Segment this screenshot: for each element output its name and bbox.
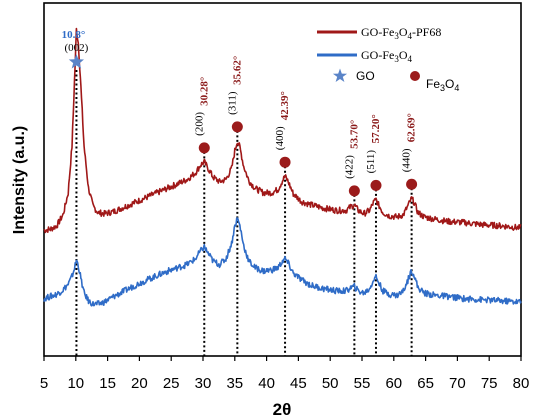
legend-label-series-1: GO-Fe3O4-PF68 — [361, 25, 441, 41]
peak-angle-label-go: 10.8° — [62, 29, 86, 41]
legend-label-go: GO — [356, 69, 375, 83]
x-tick-label-80: 80 — [513, 375, 530, 392]
x-tick-label-65: 65 — [417, 375, 434, 392]
peak-angle-label-2: 35.62° — [231, 56, 243, 85]
legend-dot-icon — [410, 71, 420, 81]
x-axis-title: 2θ — [273, 400, 292, 419]
series-line-2 — [43, 217, 522, 307]
legend-star-icon — [332, 68, 348, 82]
fe3o4-dot-marker-icon — [406, 178, 418, 190]
plot-frame — [43, 2, 522, 357]
hkl-label-440: (440) — [401, 148, 413, 172]
x-tick-label-50: 50 — [322, 375, 339, 392]
hkl-label-002: (002) — [65, 42, 89, 54]
fe3o4-dot-marker-icon — [279, 156, 291, 168]
hkl-label-200: (200) — [193, 112, 205, 136]
x-tick-label-25: 25 — [163, 375, 180, 392]
peak-droplines — [75, 70, 413, 356]
hkl-label-422: (422) — [343, 155, 355, 179]
peak-angle-label-1: 30.28° — [198, 77, 210, 106]
x-tick-label-5: 5 — [40, 375, 48, 392]
legend-label-series-2: GO-Fe3O4 — [361, 48, 413, 64]
legend-label-fe3o4: Fe3O4 — [426, 77, 459, 93]
x-tick-label-75: 75 — [481, 375, 498, 392]
x-tick-label-15: 15 — [99, 375, 116, 392]
fe3o4-dot-marker-icon — [198, 142, 210, 154]
peak-markers — [68, 54, 418, 197]
peak-angle-label-4: 53.70° — [348, 120, 360, 149]
peak-angle-label-6: 62.69° — [406, 113, 418, 142]
x-tick-label-35: 35 — [226, 375, 243, 392]
fe3o4-dot-marker-icon — [231, 121, 243, 133]
hkl-label-511: (511) — [365, 150, 377, 174]
peak-labels: 10.8°(002) (200) 30.28° (311) 35.62° (400) 42.… — [62, 29, 418, 179]
fe3o4-dot-marker-icon — [370, 179, 382, 191]
peak-angle-label-3: 42.39° — [279, 91, 291, 120]
x-tick-label-40: 40 — [258, 375, 275, 392]
x-axis-ticks: 5 10 15 20 25 30 35 40 45 50 55 60 65 70 75 80 — [40, 356, 530, 392]
series-layer — [43, 27, 522, 307]
fe3o4-dot-marker-icon — [348, 185, 360, 197]
series-line-1 — [43, 27, 522, 234]
x-tick-label-10: 10 — [67, 375, 84, 392]
peak-angle-label-5: 57.20° — [370, 114, 382, 143]
hkl-label-400: (400) — [274, 126, 286, 150]
legend: GO-Fe3O4-PF68 GO-Fe3O4 GO Fe3O4 — [317, 25, 459, 93]
go-star-marker-icon — [68, 54, 84, 69]
x-tick-label-30: 30 — [195, 375, 212, 392]
hkl-label-311: (311) — [226, 91, 238, 115]
y-axis-title: Intensity (a.u.) — [11, 126, 28, 234]
x-tick-label-70: 70 — [449, 375, 466, 392]
x-tick-label-55: 55 — [354, 375, 371, 392]
x-tick-label-45: 45 — [290, 375, 307, 392]
x-tick-label-60: 60 — [385, 375, 402, 392]
x-tick-label-20: 20 — [131, 375, 148, 392]
